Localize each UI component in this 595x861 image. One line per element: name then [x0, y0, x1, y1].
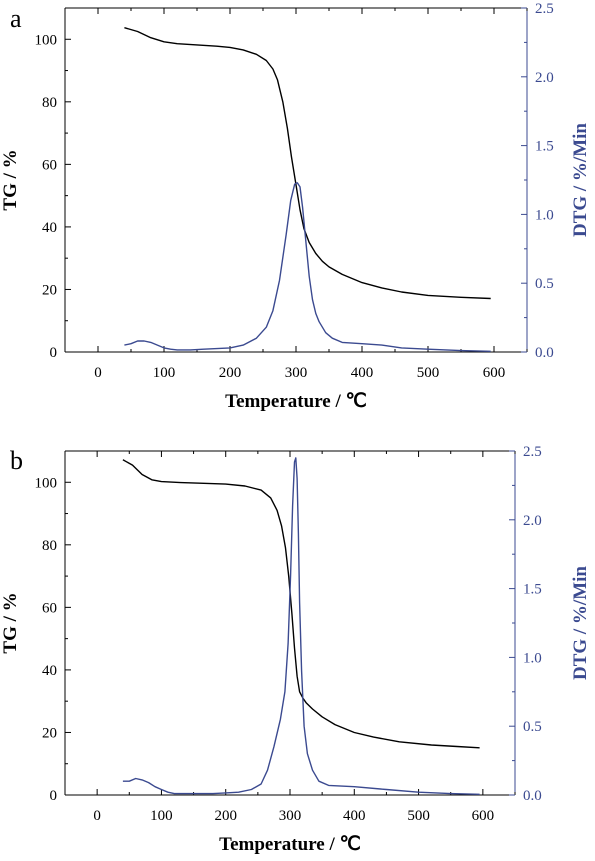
- x-tick-label-a-2: 200: [219, 365, 242, 381]
- x-tick-label-a-1: 100: [153, 365, 176, 381]
- panel-label-a: a: [10, 4, 22, 33]
- y-tick-label-b-0: 0: [50, 788, 58, 804]
- y-tick-label-a-4: 80: [42, 95, 57, 111]
- x-tick-label-b-1: 100: [150, 808, 173, 824]
- x-axis-label-b: Temperature / ℃: [219, 834, 361, 855]
- y2-tick-label-b-1: 0.5: [523, 719, 542, 735]
- x-tick-label-b-4: 400: [343, 808, 366, 824]
- y2-tick-label-b-4: 2.0: [523, 513, 542, 529]
- x-tick-label-a-5: 500: [417, 365, 440, 381]
- x-tick-label-a-4: 400: [351, 365, 374, 381]
- tg-series-line-b: [122, 459, 480, 749]
- y2-tick-label-b-0: 0.0: [523, 788, 542, 804]
- x-tick-label-a-0: 0: [94, 365, 102, 381]
- x-tick-label-a-3: 300: [285, 365, 308, 381]
- y2-tick-label-a-3: 1.5: [535, 139, 554, 155]
- y-axis-label-a: TG / %: [0, 149, 21, 210]
- y2-axis-label-b: DTG / %/Min: [570, 566, 591, 680]
- y2-tick-label-b-2: 1.0: [523, 650, 542, 666]
- y2-tick-label-a-1: 0.5: [535, 276, 554, 292]
- y2-tick-label-b-5: 2.5: [523, 444, 542, 460]
- y-tick-label-b-2: 40: [42, 663, 57, 679]
- y2-tick-label-a-2: 1.0: [535, 207, 554, 223]
- y-tick-label-b-1: 20: [42, 725, 57, 741]
- x-tick-label-b-3: 300: [279, 808, 302, 824]
- x-tick-label-b-6: 600: [472, 808, 495, 824]
- dtg-series-line-a: [124, 182, 491, 352]
- y2-tick-label-a-4: 2.0: [535, 70, 554, 86]
- y-tick-label-b-3: 60: [42, 600, 57, 616]
- y-axis-label-b: TG / %: [0, 592, 21, 653]
- y-tick-label-a-2: 40: [42, 220, 57, 236]
- x-tick-label-a-6: 600: [483, 365, 506, 381]
- y-tick-label-a-1: 20: [42, 282, 57, 298]
- x-tick-label-b-2: 200: [214, 808, 237, 824]
- y2-axis-label-a: DTG / %/Min: [570, 123, 591, 237]
- y-tick-label-b-5: 100: [35, 475, 58, 491]
- chart-a: 0 100 200 300 400 500 600 0 20 40 60 80 100 0.0 0.5 1.0…: [0, 1, 591, 412]
- panel-label-b: b: [10, 446, 23, 475]
- x-tick-label-b-0: 0: [93, 808, 101, 824]
- y-tick-label-a-3: 60: [42, 157, 57, 173]
- tg-series-line-a: [124, 27, 491, 300]
- y-tick-label-a-0: 0: [50, 345, 58, 361]
- y-tick-label-b-4: 80: [42, 538, 57, 554]
- y2-tick-label-a-0: 0.0: [535, 345, 554, 361]
- y-tick-label-a-5: 100: [35, 32, 58, 48]
- x-axis-label-a: Temperature / ℃: [225, 391, 367, 412]
- y2-tick-label-a-5: 2.5: [535, 1, 554, 17]
- chart-b: 0 100 200 300 400 500 600 0 20 40 60 80 100 0.0 0.5 1.0…: [0, 444, 591, 855]
- x-tick-label-b-5: 500: [407, 808, 430, 824]
- dtg-series-line-b: [122, 457, 480, 795]
- y2-tick-label-b-3: 1.5: [523, 582, 542, 598]
